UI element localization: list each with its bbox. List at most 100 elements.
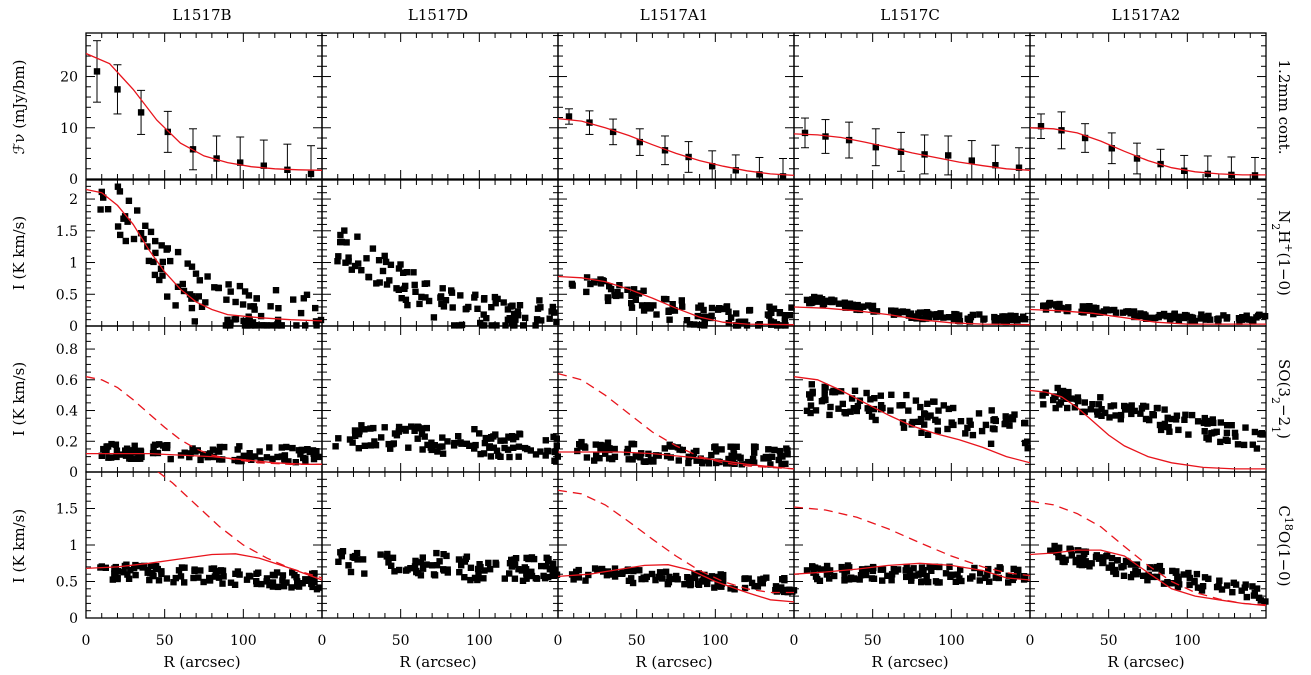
data-point [389,554,397,561]
data-point [538,562,545,570]
data-point [812,407,820,414]
data-point [1133,155,1141,162]
data-point [632,566,639,574]
data-point [969,431,977,439]
data-point [1120,563,1127,570]
data-point [958,577,965,585]
data-point [1119,309,1127,316]
data-point [267,303,274,310]
data-point [105,454,112,461]
data-point [551,457,558,464]
data-point [504,446,512,453]
data-point [257,312,265,320]
data-point [725,455,732,463]
data-point [630,441,638,448]
data-point [648,570,656,578]
data-point [411,281,418,289]
data-point [458,440,465,447]
data-point [714,306,722,313]
data-point [419,446,426,453]
data-point [1021,439,1029,447]
data-point [288,584,295,591]
data-point [263,454,271,461]
data-point [738,461,745,468]
panel-frame [85,471,323,619]
data-point [463,553,471,560]
data-point [591,279,598,286]
data-point [829,298,836,306]
data-point [940,402,947,409]
data-point [988,407,995,414]
data-point [1182,411,1189,418]
data-point [266,444,273,451]
data-point [550,433,557,441]
data-point [497,453,504,460]
data-point [542,437,549,444]
data-point [511,314,518,321]
panel-n2h-L1517A1 [557,179,795,327]
data-point [1065,304,1072,311]
data-point [222,322,230,329]
data-point [295,447,303,454]
data-point [253,578,260,585]
data-point [807,394,814,401]
data-point [1097,394,1104,401]
data-point [363,255,370,262]
data-point [822,133,829,140]
data-point [649,458,656,465]
data-point [526,572,533,579]
data-point [481,439,489,447]
data-point [332,443,339,450]
data-point [912,397,920,404]
data-point [247,573,254,580]
data-point [532,451,540,458]
data-point [741,575,748,583]
data-point [347,568,355,576]
data-point [869,567,877,575]
data-point [509,433,516,440]
data-point [434,448,441,455]
data-point [192,270,200,277]
data-point [663,296,670,303]
data-point [113,453,120,461]
data-point [486,443,493,450]
data-point [854,301,861,309]
data-point [1074,394,1082,401]
data-point [1089,401,1096,408]
data-point [281,455,288,462]
column-title-L1517B: L1517B [172,6,231,24]
data-point [358,422,365,429]
data-point [948,571,955,578]
data-point [992,162,999,169]
data-point [146,576,153,584]
data-point [1112,570,1120,578]
data-point [846,300,854,307]
data-point [835,405,842,412]
data-point [232,570,239,577]
data-point [1131,313,1138,321]
data-point [732,167,739,174]
data-point [253,295,260,302]
data-point [704,457,711,464]
data-point [180,287,188,295]
data-point [103,448,110,455]
data-point [704,580,711,588]
data-point [1015,164,1023,171]
data-point [665,579,673,586]
data-point [788,304,795,311]
data-point [619,569,626,576]
data-point [204,273,211,280]
data-point [433,549,440,557]
data-point [587,280,594,288]
data-point [109,576,116,583]
data-point [302,455,309,462]
data-point [416,300,423,308]
data-point [208,565,215,572]
data-point [1078,561,1086,569]
data-point [417,559,424,566]
data-point [159,258,166,266]
data-point [1173,412,1181,419]
data-point [818,398,826,405]
data-point [418,293,425,301]
data-point [536,297,543,304]
